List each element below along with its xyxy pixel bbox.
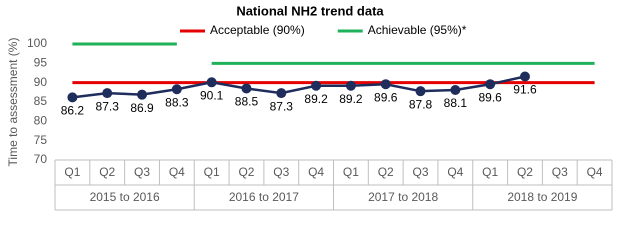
- data-point: [241, 83, 252, 94]
- x-tick-label: Q1: [343, 165, 359, 179]
- data-point: [137, 89, 148, 100]
- x-tick-label: Q2: [238, 165, 254, 179]
- value-label: 89.6: [478, 90, 502, 104]
- data-point: [206, 77, 217, 88]
- data-point: [345, 80, 356, 91]
- x-tick-label: Q1: [482, 165, 498, 179]
- value-label: 87.3: [96, 99, 120, 113]
- x-tick-label: Q3: [273, 165, 289, 179]
- data-point: [102, 88, 113, 99]
- x-tick-label: Q4: [587, 165, 603, 179]
- x-tick-label: Q3: [552, 165, 568, 179]
- data-line: [72, 75, 526, 99]
- x-tick-label: Q2: [378, 165, 394, 179]
- value-label: 88.1: [444, 96, 468, 110]
- y-tick-label: 90: [34, 75, 48, 89]
- x-tick-label: Q1: [204, 165, 220, 179]
- value-label: 88.3: [165, 95, 189, 109]
- legend-label: Acceptable (90%): [210, 23, 305, 37]
- value-label: 88.5: [235, 95, 259, 109]
- value-label: 86.2: [61, 104, 85, 118]
- y-tick-label: 70: [34, 152, 48, 166]
- value-label: 91.6: [513, 83, 537, 97]
- chart-title: National NH2 trend data: [236, 3, 384, 18]
- x-tick-label: Q4: [447, 165, 463, 179]
- group-label: 2015 to 2016: [90, 190, 160, 204]
- value-label: 87.3: [270, 99, 294, 113]
- data-point: [450, 85, 461, 96]
- value-label: 89.6: [374, 90, 398, 104]
- data-point: [380, 79, 391, 90]
- x-tick-label: Q3: [134, 165, 150, 179]
- x-tick-label: Q2: [99, 165, 115, 179]
- data-point: [519, 71, 530, 82]
- y-tick-label: 75: [34, 133, 48, 147]
- x-tick-label: Q4: [308, 165, 324, 179]
- legend-label: Achievable (95%)*: [368, 23, 467, 37]
- y-tick-label: 95: [34, 56, 48, 70]
- x-tick-label: Q3: [413, 165, 429, 179]
- group-label: 2016 to 2017: [229, 190, 299, 204]
- value-label: 87.8: [409, 97, 433, 111]
- y-axis-title: Time to assessment (%): [6, 38, 20, 167]
- group-label: 2017 to 2018: [368, 190, 438, 204]
- value-label: 86.9: [130, 101, 154, 115]
- value-label: 89.2: [339, 92, 363, 106]
- data-point: [485, 79, 496, 90]
- x-tick-label: Q4: [169, 165, 185, 179]
- group-label: 2018 to 2019: [507, 190, 577, 204]
- data-point: [276, 88, 287, 99]
- y-tick-label: 85: [34, 94, 48, 108]
- x-tick-label: Q2: [517, 165, 533, 179]
- x-tick-label: Q1: [64, 165, 80, 179]
- chart: National NH2 trend data Time to assessme…: [6, 3, 613, 211]
- value-label: 89.2: [304, 92, 328, 106]
- y-tick-label: 100: [27, 36, 47, 50]
- data-point: [415, 86, 426, 97]
- value-label: 90.1: [200, 88, 224, 102]
- data-point: [67, 92, 78, 103]
- y-tick-label: 80: [34, 114, 48, 128]
- data-point: [171, 84, 182, 95]
- data-point: [311, 80, 322, 91]
